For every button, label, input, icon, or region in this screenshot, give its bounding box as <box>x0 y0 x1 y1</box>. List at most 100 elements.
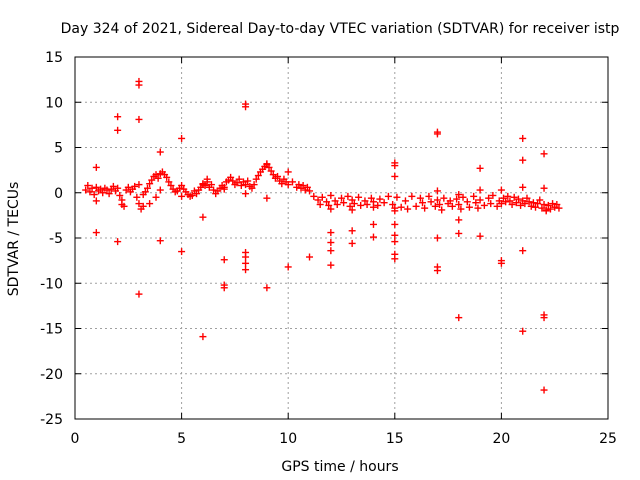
data-point <box>465 203 473 211</box>
data-point <box>252 175 260 183</box>
data-point <box>316 201 324 209</box>
data-point <box>306 187 314 195</box>
data-point <box>455 201 463 209</box>
data-point <box>440 194 448 202</box>
y-tick-label: -20 <box>40 367 63 383</box>
data-point <box>318 193 326 201</box>
data-point <box>519 247 527 255</box>
data-point <box>553 201 561 209</box>
data-point <box>82 186 90 194</box>
data-point <box>152 193 160 201</box>
data-point <box>242 259 250 267</box>
data-point <box>521 200 529 208</box>
data-point <box>369 233 377 241</box>
data-point <box>497 186 505 194</box>
data-point <box>248 184 256 192</box>
chart-title: Day 324 of 2021, Sidereal Day-to-day VTE… <box>61 21 620 37</box>
data-point <box>346 202 354 210</box>
data-point <box>361 197 369 205</box>
data-point <box>92 183 100 191</box>
data-point <box>391 207 399 215</box>
data-point <box>455 216 463 224</box>
data-point <box>167 182 175 190</box>
data-point <box>103 186 111 194</box>
data-point <box>97 185 105 193</box>
data-point <box>327 261 335 269</box>
data-point <box>303 183 311 191</box>
data-point <box>350 200 358 208</box>
data-point <box>210 186 218 194</box>
data-point <box>229 177 237 185</box>
grid-lines <box>75 57 608 419</box>
data-point <box>263 284 271 292</box>
data-point <box>178 192 186 200</box>
data-point <box>242 181 250 189</box>
data-point <box>536 196 544 204</box>
data-point <box>487 200 495 208</box>
data-point <box>114 184 122 192</box>
data-point <box>489 191 497 199</box>
data-point <box>114 126 122 134</box>
data-point <box>540 386 548 394</box>
data-point <box>433 130 441 138</box>
data-point <box>135 290 143 298</box>
data-point <box>355 193 363 201</box>
data-point <box>404 205 412 213</box>
data-point <box>84 182 92 190</box>
data-point <box>263 194 271 202</box>
data-point <box>517 201 525 209</box>
data-point <box>391 162 399 170</box>
data-point <box>485 194 493 202</box>
data-point <box>427 198 435 206</box>
data-point <box>538 204 546 212</box>
data-point <box>419 199 427 207</box>
data-point <box>141 188 149 196</box>
data-point <box>340 199 348 207</box>
data-point <box>506 197 514 205</box>
data-point <box>178 134 186 142</box>
data-point <box>363 201 371 209</box>
data-point <box>178 248 186 256</box>
data-point <box>331 197 339 205</box>
data-point <box>376 195 384 203</box>
data-point <box>438 206 446 214</box>
y-tick-label: -5 <box>49 231 63 247</box>
data-point <box>433 234 441 242</box>
data-point <box>348 239 356 247</box>
data-point <box>327 205 335 213</box>
data-point <box>135 81 143 89</box>
data-point <box>470 192 478 200</box>
data-point <box>203 175 211 183</box>
data-point <box>267 167 275 175</box>
data-point <box>295 181 303 189</box>
data-point <box>529 199 537 207</box>
data-point <box>135 200 143 208</box>
data-point <box>348 227 356 235</box>
data-point <box>233 179 241 187</box>
data-point <box>156 237 164 245</box>
data-point <box>143 184 151 192</box>
data-point <box>306 253 314 261</box>
data-point <box>500 194 508 202</box>
data-point <box>244 177 252 185</box>
data-point <box>207 181 215 189</box>
data-point <box>124 183 132 191</box>
data-point <box>327 229 335 237</box>
data-point <box>86 188 94 196</box>
data-point <box>408 192 416 200</box>
data-point <box>389 201 397 209</box>
data-point <box>92 163 100 171</box>
data-point <box>397 203 405 211</box>
data-point <box>242 253 250 261</box>
data-point <box>480 201 488 209</box>
data-point <box>527 202 535 210</box>
data-point <box>333 201 341 209</box>
data-point <box>284 181 292 189</box>
data-point <box>220 256 228 264</box>
data-point <box>357 201 365 209</box>
data-point <box>135 181 143 189</box>
data-point <box>380 199 388 207</box>
data-point <box>391 172 399 180</box>
data-point <box>497 200 505 208</box>
